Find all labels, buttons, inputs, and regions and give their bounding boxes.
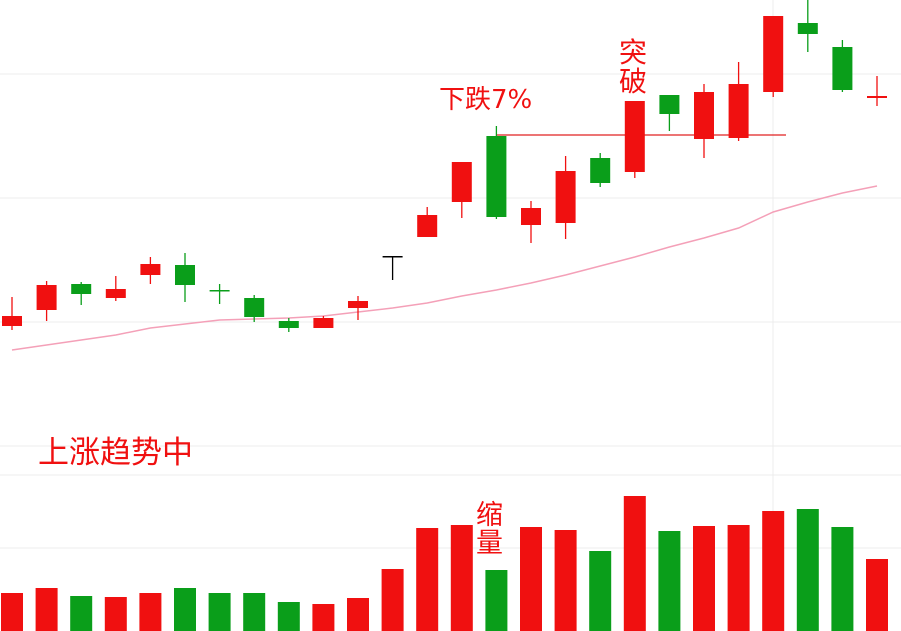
candle-body [175,265,195,285]
breakout-label: 突破 [619,36,648,99]
candle-body [36,285,57,310]
volume-bar [104,597,127,631]
candle-body [624,101,645,172]
candle-body [348,301,368,308]
volume-bar [589,551,612,631]
volume-bar [485,570,508,631]
volume-bar [139,593,162,631]
volume-bar [277,602,300,631]
candle-body [659,95,680,114]
candle-body [278,321,299,328]
drop-label: 下跌7% [439,85,533,115]
volume-bar [831,527,854,631]
volume-bar [243,593,266,631]
volume-bar [762,511,785,631]
volume-bar [623,496,646,631]
candle-body [486,136,507,217]
volume-bar [554,530,577,631]
volume-bar [35,588,58,631]
candle-body [521,208,541,225]
candle-body [728,84,749,138]
volume-bar [520,527,542,631]
trend-label: 上涨趋势中 [38,435,193,471]
volume-bar [796,509,819,631]
candle-body [763,16,784,92]
candle-body [694,92,714,139]
volume-bar [347,598,369,631]
volume-bar [70,596,93,631]
candle-body [382,256,403,258]
ma-line [11,185,878,351]
candle-body [451,162,472,202]
volume-bar [658,531,681,631]
candle-body [417,215,438,237]
volume-bar [450,525,473,631]
shrink-label: 缩量 [476,500,503,560]
candle-body [590,158,611,183]
volume-bar [208,593,231,631]
candle-body [105,289,126,298]
volume-bar [866,559,888,631]
volume-bar [693,526,715,631]
candle-body [867,96,887,98]
volume-bar [381,569,404,631]
candle-body [832,47,853,90]
volume-bar [312,604,335,631]
candle-body [209,290,230,292]
volume-bar [416,528,439,631]
volume-bar [174,588,196,631]
candle-body [313,318,334,328]
candle-body [555,171,576,223]
candle-body [244,298,265,317]
candle-body [2,316,22,326]
candle-body [71,284,92,294]
candle-body [140,264,161,275]
candle-body [797,23,818,34]
volume-bar [727,525,750,631]
volume-bar [1,593,23,631]
